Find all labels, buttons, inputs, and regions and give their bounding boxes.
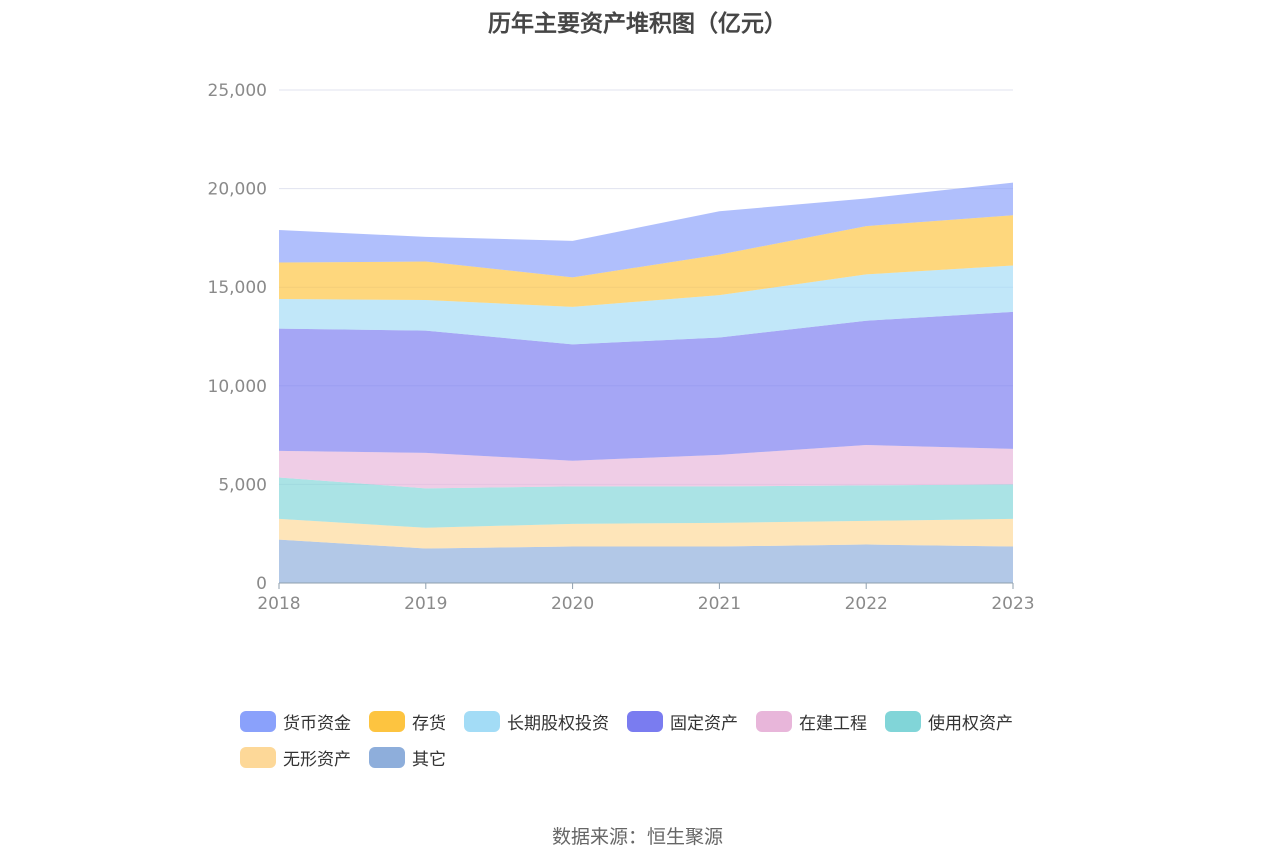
x-tick-label: 2019	[404, 594, 447, 614]
legend-item[interactable]: 在建工程	[756, 710, 867, 734]
legend-label: 货币资金	[283, 713, 351, 734]
legend-swatch	[369, 746, 405, 768]
chart-title: 历年主要资产堆积图（亿元）	[488, 11, 787, 37]
area-长期股权投资[interactable]	[279, 265, 1013, 345]
legend-item[interactable]: 存货	[369, 710, 446, 734]
legend-label: 存货	[412, 713, 446, 734]
legend-item[interactable]: 长期股权投资	[464, 710, 609, 734]
y-tick-label: 10,000	[208, 377, 267, 397]
y-tick-label: 0	[256, 574, 267, 594]
y-tick-label: 20,000	[208, 180, 267, 200]
y-tick-label: 5,000	[218, 475, 267, 495]
data-source-note: 数据来源：恒生聚源	[551, 826, 723, 848]
legend-label: 无形资产	[283, 749, 351, 770]
stacked-area-chart: 0 5,000 10,000 15,000 20,000 25,000 2018 2019 20…	[208, 81, 1035, 614]
x-tick-label: 2023	[991, 594, 1034, 614]
legend-item[interactable]: 货币资金	[240, 710, 351, 734]
area-在建工程[interactable]	[279, 444, 1013, 489]
x-tick-label: 2021	[698, 594, 741, 614]
legend-label: 其它	[412, 749, 446, 770]
legend-label: 使用权资产	[928, 713, 1013, 734]
legend-swatch	[240, 710, 276, 732]
area-series	[279, 182, 1013, 583]
legend-swatch	[464, 710, 500, 732]
legend-swatch	[627, 710, 663, 732]
legend-item[interactable]: 固定资产	[627, 710, 738, 734]
area-固定资产[interactable]	[279, 311, 1013, 461]
axes: 0 5,000 10,000 15,000 20,000 25,000 2018 2019 20…	[208, 81, 1035, 614]
area-货币资金[interactable]	[279, 182, 1013, 278]
legend-item[interactable]: 其它	[369, 746, 446, 770]
area-无形资产[interactable]	[279, 518, 1013, 549]
legend-swatch	[885, 710, 921, 732]
legend-item[interactable]: 使用权资产	[885, 710, 1013, 734]
area-使用权资产[interactable]	[279, 477, 1013, 528]
x-tick-label: 2020	[551, 594, 594, 614]
legend-swatch	[369, 710, 405, 732]
x-tick-label: 2018	[257, 594, 300, 614]
area-其它[interactable]	[279, 539, 1013, 583]
legend-label: 固定资产	[670, 713, 738, 734]
legend-swatch	[240, 746, 276, 768]
y-tick-label: 25,000	[208, 81, 267, 101]
area-存货[interactable]	[279, 215, 1013, 307]
legend-label: 在建工程	[799, 713, 867, 734]
y-tick-label: 15,000	[208, 278, 267, 298]
legend-item[interactable]: 无形资产	[240, 746, 351, 770]
chart-legend: 货币资金 存货 长期股权投资 固定资产 在建工程 使用权资产无形资产 其它	[240, 710, 1060, 770]
legend-swatch	[756, 710, 792, 732]
x-tick-label: 2022	[845, 594, 888, 614]
legend-label: 长期股权投资	[507, 713, 609, 734]
